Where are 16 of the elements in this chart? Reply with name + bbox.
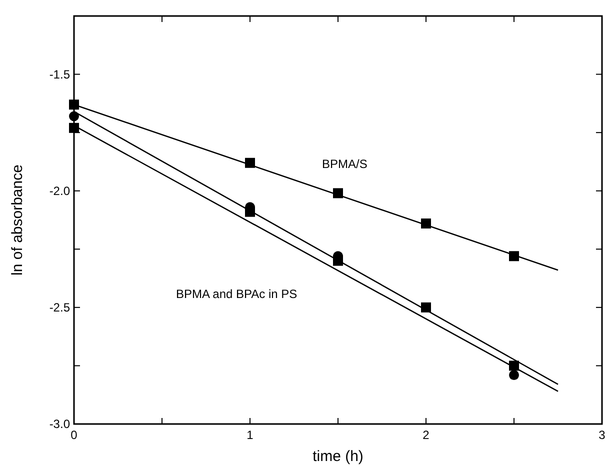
annotation: BPMA/S — [322, 157, 368, 171]
y-tick-label: -2.0 — [49, 184, 70, 198]
y-tick-label: -1.5 — [49, 67, 70, 82]
point — [69, 111, 79, 122]
point — [69, 100, 79, 110]
y-tick-label: -2.5 — [49, 300, 70, 315]
x-tick-label: 0 — [70, 428, 78, 442]
y-axis-title: ln of absorbance — [9, 164, 26, 276]
point — [509, 370, 519, 380]
x-tick-label: 2 — [422, 428, 430, 442]
annotation: BPMA and BPAc in PS — [176, 287, 298, 301]
x-tick-label: 3 — [598, 428, 606, 442]
point — [69, 122, 79, 133]
x-axis-title: time (h) — [312, 448, 364, 465]
y-tick-label: -3.0 — [49, 417, 70, 432]
x-tick-label: 1 — [246, 428, 254, 442]
